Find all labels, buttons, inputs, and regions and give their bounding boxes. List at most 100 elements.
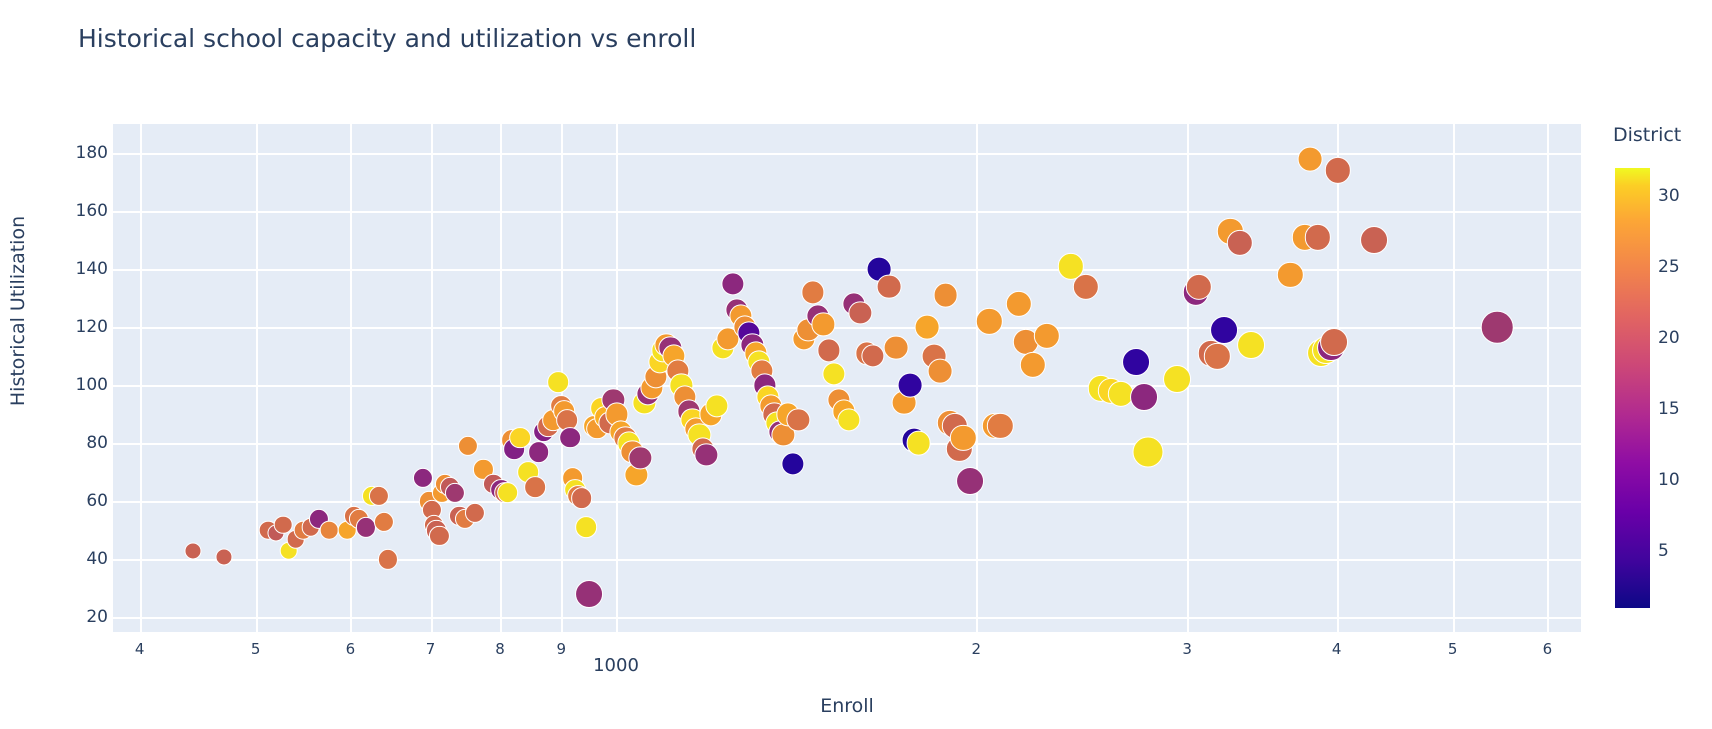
scatter-point[interactable]	[1019, 351, 1047, 379]
colorbar-tick-label: 25	[1658, 257, 1680, 278]
scatter-point[interactable]	[1185, 273, 1213, 300]
x-axis-title: Enroll	[820, 695, 874, 717]
gridline-horizontal	[113, 269, 1581, 272]
x-tick-label: 7	[425, 640, 436, 658]
scatter-point[interactable]	[1360, 226, 1389, 255]
scatter-point[interactable]	[1122, 348, 1151, 376]
plot-area[interactable]	[113, 124, 1581, 632]
scatter-point[interactable]	[509, 426, 532, 449]
x-tick-label: 2	[971, 640, 982, 658]
scatter-point[interactable]	[781, 452, 805, 476]
scatter-point[interactable]	[837, 408, 861, 432]
scatter-point[interactable]	[876, 274, 902, 299]
scatter-point[interactable]	[444, 482, 465, 503]
scatter-point[interactable]	[786, 408, 810, 432]
scatter-point[interactable]	[628, 446, 652, 470]
scatter-point[interactable]	[377, 549, 399, 570]
scatter-point[interactable]	[705, 393, 729, 418]
scatter-point[interactable]	[524, 476, 546, 498]
colorbar-tick-label: 20	[1658, 328, 1680, 349]
scatter-point[interactable]	[559, 426, 582, 449]
scatter-point[interactable]	[457, 436, 478, 457]
gridline-vertical	[350, 124, 353, 632]
scatter-point[interactable]	[570, 487, 593, 510]
scatter-point[interactable]	[822, 362, 846, 386]
gridline-vertical	[139, 124, 142, 632]
chart-title: Historical school capacity and utilizati…	[78, 24, 697, 53]
scatter-point[interactable]	[369, 485, 390, 506]
y-tick-label: 40	[86, 549, 108, 570]
scatter-point[interactable]	[811, 312, 835, 336]
scatter-point[interactable]	[1005, 290, 1032, 318]
scatter-point[interactable]	[527, 441, 550, 463]
scatter-point[interactable]	[413, 468, 434, 489]
gridline-horizontal	[113, 327, 1581, 330]
scatter-point[interactable]	[884, 335, 909, 360]
scatter-point[interactable]	[987, 412, 1014, 440]
scatter-point[interactable]	[319, 521, 339, 540]
scatter-point[interactable]	[927, 358, 953, 384]
x-tick-label: 8	[495, 640, 505, 658]
scatter-point[interactable]	[1304, 224, 1332, 251]
scatter-point[interactable]	[1277, 261, 1304, 289]
gridline-vertical	[1547, 124, 1550, 632]
gridline-horizontal	[113, 211, 1581, 214]
scatter-point[interactable]	[1236, 330, 1265, 359]
scatter-point[interactable]	[906, 430, 932, 456]
scatter-point[interactable]	[1481, 310, 1514, 344]
scatter-point[interactable]	[547, 371, 570, 394]
scatter-point[interactable]	[694, 443, 719, 467]
scatter-point[interactable]	[1209, 316, 1238, 345]
scatter-point[interactable]	[496, 481, 519, 504]
scatter-point[interactable]	[1162, 365, 1191, 394]
scatter-point[interactable]	[575, 580, 604, 609]
gridline-vertical	[430, 124, 433, 632]
gridline-vertical	[976, 124, 979, 632]
gridline-vertical	[1452, 124, 1455, 632]
scatter-point[interactable]	[721, 272, 745, 296]
gridline-vertical	[255, 124, 258, 632]
scatter-point[interactable]	[897, 372, 923, 398]
gridline-horizontal	[113, 385, 1581, 388]
scatter-point[interactable]	[373, 511, 395, 532]
x-tick-label: 6	[1542, 640, 1553, 658]
scatter-point[interactable]	[891, 390, 917, 416]
scatter-point[interactable]	[933, 282, 958, 308]
colorbar-tick-label: 15	[1658, 399, 1680, 420]
scatter-point[interactable]	[184, 542, 202, 560]
x-tick-label: 4	[134, 640, 145, 658]
scatter-point[interactable]	[1297, 146, 1323, 172]
scatter-point[interactable]	[1204, 343, 1231, 370]
scatter-point[interactable]	[950, 424, 977, 451]
scatter-point[interactable]	[1324, 157, 1352, 184]
scatter-point[interactable]	[975, 308, 1003, 335]
x-tick-label: 4	[1331, 640, 1342, 658]
scatter-point[interactable]	[914, 314, 940, 340]
colorbar-tick-label: 10	[1658, 470, 1680, 491]
scatter-point[interactable]	[1320, 327, 1348, 356]
scatter-point[interactable]	[1072, 273, 1100, 300]
scatter-point[interactable]	[575, 516, 597, 539]
scatter-point[interactable]	[1132, 436, 1164, 468]
scatter-point[interactable]	[214, 547, 233, 566]
colorbar-tick-label: 30	[1658, 186, 1680, 207]
x-tick-label: 1000	[593, 655, 639, 676]
x-tick-label: 5	[1447, 640, 1458, 658]
scatter-point[interactable]	[429, 526, 450, 547]
scatter-point[interactable]	[1129, 382, 1158, 411]
scatter-point[interactable]	[1033, 322, 1060, 350]
scatter-point[interactable]	[861, 344, 885, 368]
scatter-point[interactable]	[848, 301, 872, 325]
scatter-point[interactable]	[801, 280, 825, 304]
scatter-point[interactable]	[273, 515, 293, 534]
x-tick-label: 3	[1182, 640, 1192, 658]
scatter-point[interactable]	[355, 517, 376, 538]
scatter-point[interactable]	[955, 467, 984, 495]
scatter-point[interactable]	[816, 338, 841, 363]
scatter-point[interactable]	[1226, 229, 1253, 257]
gridline-horizontal	[113, 153, 1581, 156]
gridline-horizontal	[113, 443, 1581, 446]
scatter-point[interactable]	[464, 502, 485, 524]
x-tick-label: 5	[250, 640, 261, 658]
